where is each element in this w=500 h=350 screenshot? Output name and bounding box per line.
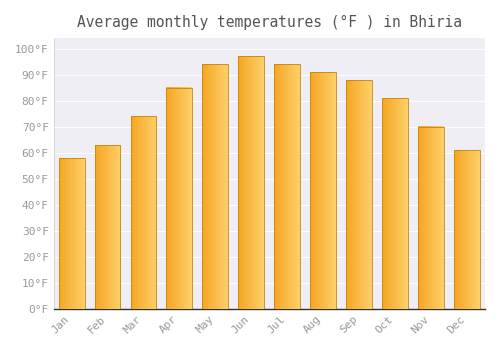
Bar: [94, 145, 120, 309]
Bar: [418, 127, 444, 309]
Bar: [274, 64, 300, 309]
Bar: [130, 116, 156, 309]
Title: Average monthly temperatures (°F ) in Bhiria: Average monthly temperatures (°F ) in Bh…: [77, 15, 462, 30]
Bar: [166, 88, 192, 309]
Bar: [454, 150, 480, 309]
Bar: [346, 80, 372, 309]
Bar: [238, 56, 264, 309]
Bar: [202, 64, 228, 309]
Bar: [310, 72, 336, 309]
Bar: [382, 98, 408, 309]
Bar: [58, 158, 84, 309]
